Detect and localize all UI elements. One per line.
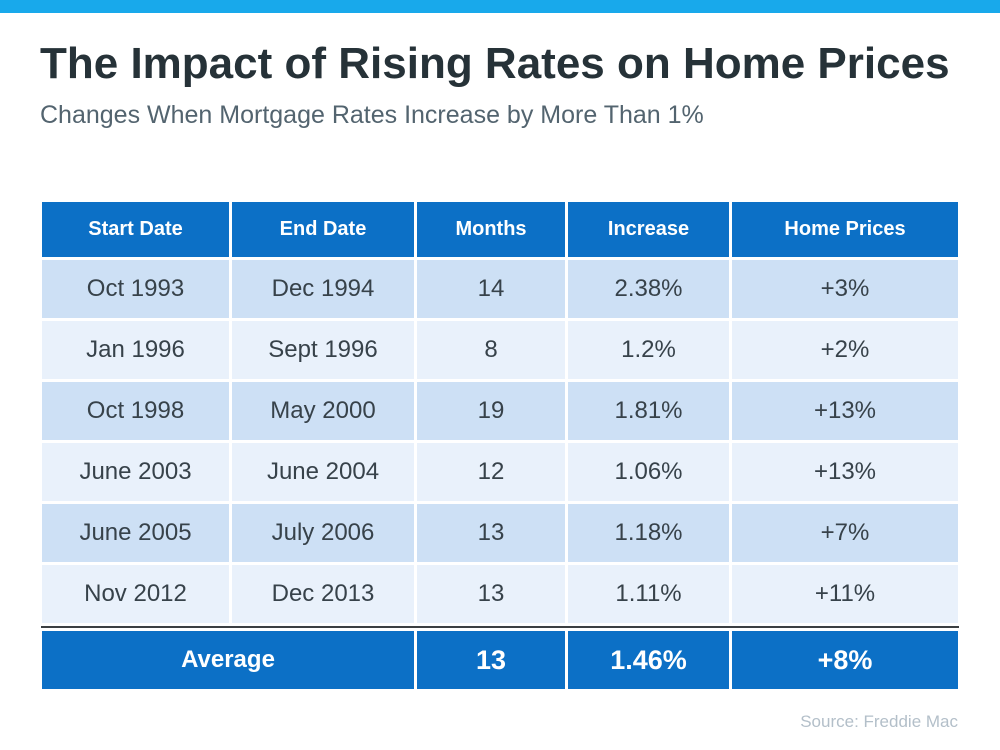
table-cell-r5-increase: 1.18%	[568, 504, 729, 562]
table-cell-r2-home-prices: +2%	[732, 321, 958, 379]
table-cell-r6-end-date: Dec 2013	[232, 565, 414, 623]
table-cell-r5-home-prices: +7%	[732, 504, 958, 562]
table-cell-r1-months: 14	[417, 260, 565, 318]
table-cell-r4-end-date: June 2004	[232, 443, 414, 501]
rates-impact-table: Start Date End Date Months Increase Home Pri…	[41, 202, 959, 689]
header-cell-start-date: Start Date	[42, 202, 229, 257]
footer-divider-line	[41, 626, 959, 628]
header-cell-increase: Increase	[568, 202, 729, 257]
table-cell-r1-increase: 2.38%	[568, 260, 729, 318]
footer-average-label: Average	[42, 631, 414, 689]
table-cell-r5-end-date: July 2006	[232, 504, 414, 562]
table-cell-r4-months: 12	[417, 443, 565, 501]
table-cell-r3-end-date: May 2000	[232, 382, 414, 440]
table-cell-r6-increase: 1.11%	[568, 565, 729, 623]
table-cell-r2-months: 8	[417, 321, 565, 379]
table-cell-r2-end-date: Sept 1996	[232, 321, 414, 379]
table-cell-r4-start-date: June 2003	[42, 443, 229, 501]
table-cell-r2-increase: 1.2%	[568, 321, 729, 379]
footer-cell-home-prices: +8%	[732, 631, 958, 689]
table-cell-r1-start-date: Oct 1993	[42, 260, 229, 318]
footer-cell-increase: 1.46%	[568, 631, 729, 689]
page-content: The Impact of Rising Rates on Home Price…	[0, 39, 1000, 130]
header-cell-months: Months	[417, 202, 565, 257]
table-cell-r4-home-prices: +13%	[732, 443, 958, 501]
table-cell-r1-home-prices: +3%	[732, 260, 958, 318]
footer-cell-months: 13	[417, 631, 565, 689]
table-cell-r5-months: 13	[417, 504, 565, 562]
table-cell-r3-start-date: Oct 1998	[42, 382, 229, 440]
table-cell-r6-home-prices: +11%	[732, 565, 958, 623]
table-cell-r3-home-prices: +13%	[732, 382, 958, 440]
page-title: The Impact of Rising Rates on Home Price…	[40, 39, 950, 88]
table-cell-r2-start-date: Jan 1996	[42, 321, 229, 379]
top-accent-bar	[0, 0, 1000, 13]
table-cell-r6-start-date: Nov 2012	[42, 565, 229, 623]
source-caption: Source: Freddie Mac	[800, 712, 958, 731]
table-cell-r3-months: 19	[417, 382, 565, 440]
page-subtitle: Changes When Mortgage Rates Increase by …	[40, 101, 704, 130]
header-cell-end-date: End Date	[232, 202, 414, 257]
header-cell-home-prices: Home Prices	[732, 202, 958, 257]
table-cell-r4-increase: 1.06%	[568, 443, 729, 501]
table-cell-r6-months: 13	[417, 565, 565, 623]
table-cell-r3-increase: 1.81%	[568, 382, 729, 440]
table-cell-r5-start-date: June 2005	[42, 504, 229, 562]
table-cell-r1-end-date: Dec 1994	[232, 260, 414, 318]
